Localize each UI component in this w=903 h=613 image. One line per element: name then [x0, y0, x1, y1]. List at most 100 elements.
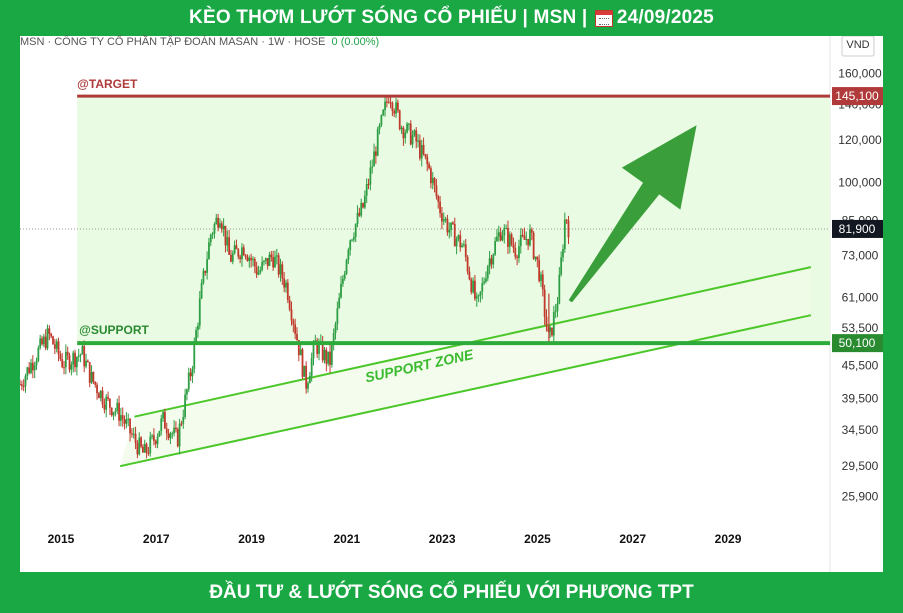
x-tick-label: 2019 [238, 532, 265, 546]
candle-body [488, 258, 491, 267]
candle-body [33, 365, 36, 371]
candle-body [365, 184, 368, 196]
candle-body [461, 245, 463, 248]
candle-body [204, 270, 207, 273]
candle-body [286, 282, 289, 301]
candle-body [154, 440, 157, 445]
candle-body [153, 435, 155, 441]
candle-body [453, 224, 456, 247]
candle-body [411, 135, 414, 145]
candle-body [195, 330, 198, 342]
candle-body [554, 311, 557, 313]
candle-body [79, 354, 82, 356]
candle-body [310, 358, 313, 376]
candle-body [151, 435, 153, 437]
candle-body [132, 433, 135, 435]
candle-body [288, 300, 291, 310]
candle-body [114, 410, 117, 413]
candle-body [552, 311, 555, 336]
candle-body [501, 235, 504, 241]
candle-body [437, 196, 440, 202]
y-tick-label: 160,000 [838, 66, 882, 80]
candle-body [64, 351, 67, 368]
candle-body [387, 101, 390, 103]
candle-body [395, 102, 397, 114]
candle-body [413, 130, 416, 136]
symbol-text: MSN · CÔNG TY CỔ PHẦN TẬP ĐOÀN MASAN · 1… [20, 36, 326, 48]
candle-body [417, 140, 419, 142]
candle-body [369, 167, 372, 185]
calendar-icon [594, 9, 613, 27]
candle-body [75, 356, 78, 368]
candle-body [497, 232, 500, 237]
candle-body [362, 202, 364, 208]
change-text: 0 (0.00%) [331, 36, 380, 48]
candle-body [492, 254, 495, 265]
candle-body [57, 341, 60, 355]
uptrend-arrow [568, 125, 697, 303]
candle-body [70, 364, 73, 370]
candle-body [112, 412, 115, 416]
candle-body [393, 110, 396, 114]
x-tick-label: 2027 [619, 532, 646, 546]
candle-body [519, 234, 522, 247]
candle-body [140, 437, 142, 447]
candle-body [198, 298, 201, 326]
candle-body [448, 229, 451, 233]
candle-body [28, 367, 31, 373]
candle-body [270, 254, 273, 258]
candle-body [338, 297, 341, 309]
candle-body [404, 132, 407, 139]
candle-body [176, 429, 179, 447]
x-tick-label: 2023 [429, 532, 456, 546]
y-tick-label: 34,500 [842, 423, 879, 437]
bottom-banner: ĐẦU TƯ & LƯỚT SÓNG CỔ PHIẾU VỚI PHƯƠNG T… [0, 572, 903, 613]
candle-body [347, 249, 350, 261]
candle-body [349, 240, 352, 250]
candle-body [97, 393, 100, 399]
candle-body [255, 266, 258, 275]
x-tick-label: 2015 [48, 532, 75, 546]
candle-body [44, 336, 47, 349]
candle-body [407, 123, 410, 125]
candle-body [143, 443, 146, 453]
candle-body [173, 427, 175, 434]
candle-body [294, 324, 297, 334]
candle-body [378, 125, 381, 129]
candle-body [385, 101, 388, 103]
candle-body [402, 127, 405, 139]
candle-body [142, 446, 144, 453]
candle-body [118, 402, 120, 421]
candles [20, 95, 570, 459]
candle-body [360, 202, 363, 216]
candle-body [518, 246, 520, 259]
candle-body [230, 254, 232, 262]
candle-body [160, 418, 163, 431]
candle-body [380, 115, 383, 126]
currency-box [841, 36, 875, 57]
candle-body [53, 344, 56, 349]
candle-body [512, 244, 515, 248]
candle-body [125, 419, 128, 424]
candle-body [108, 398, 111, 408]
candle-body [39, 338, 42, 348]
candle-body [182, 416, 185, 424]
currency-label: VND [846, 39, 869, 51]
candle-body [20, 384, 23, 387]
candle-body [374, 151, 377, 156]
y-tick-label: 120,000 [838, 133, 882, 147]
candle-body [433, 178, 436, 186]
candle-body [86, 360, 89, 363]
candle-body [123, 419, 126, 424]
candle-body [556, 303, 559, 312]
candle-body [296, 333, 298, 341]
candle-body [59, 354, 62, 359]
candle-body [435, 185, 438, 197]
candle-body [90, 371, 93, 383]
candle-body [334, 324, 337, 333]
candle-body [340, 283, 342, 298]
candle-body [352, 237, 355, 240]
candle-body [474, 280, 476, 299]
candle-body [209, 234, 212, 243]
